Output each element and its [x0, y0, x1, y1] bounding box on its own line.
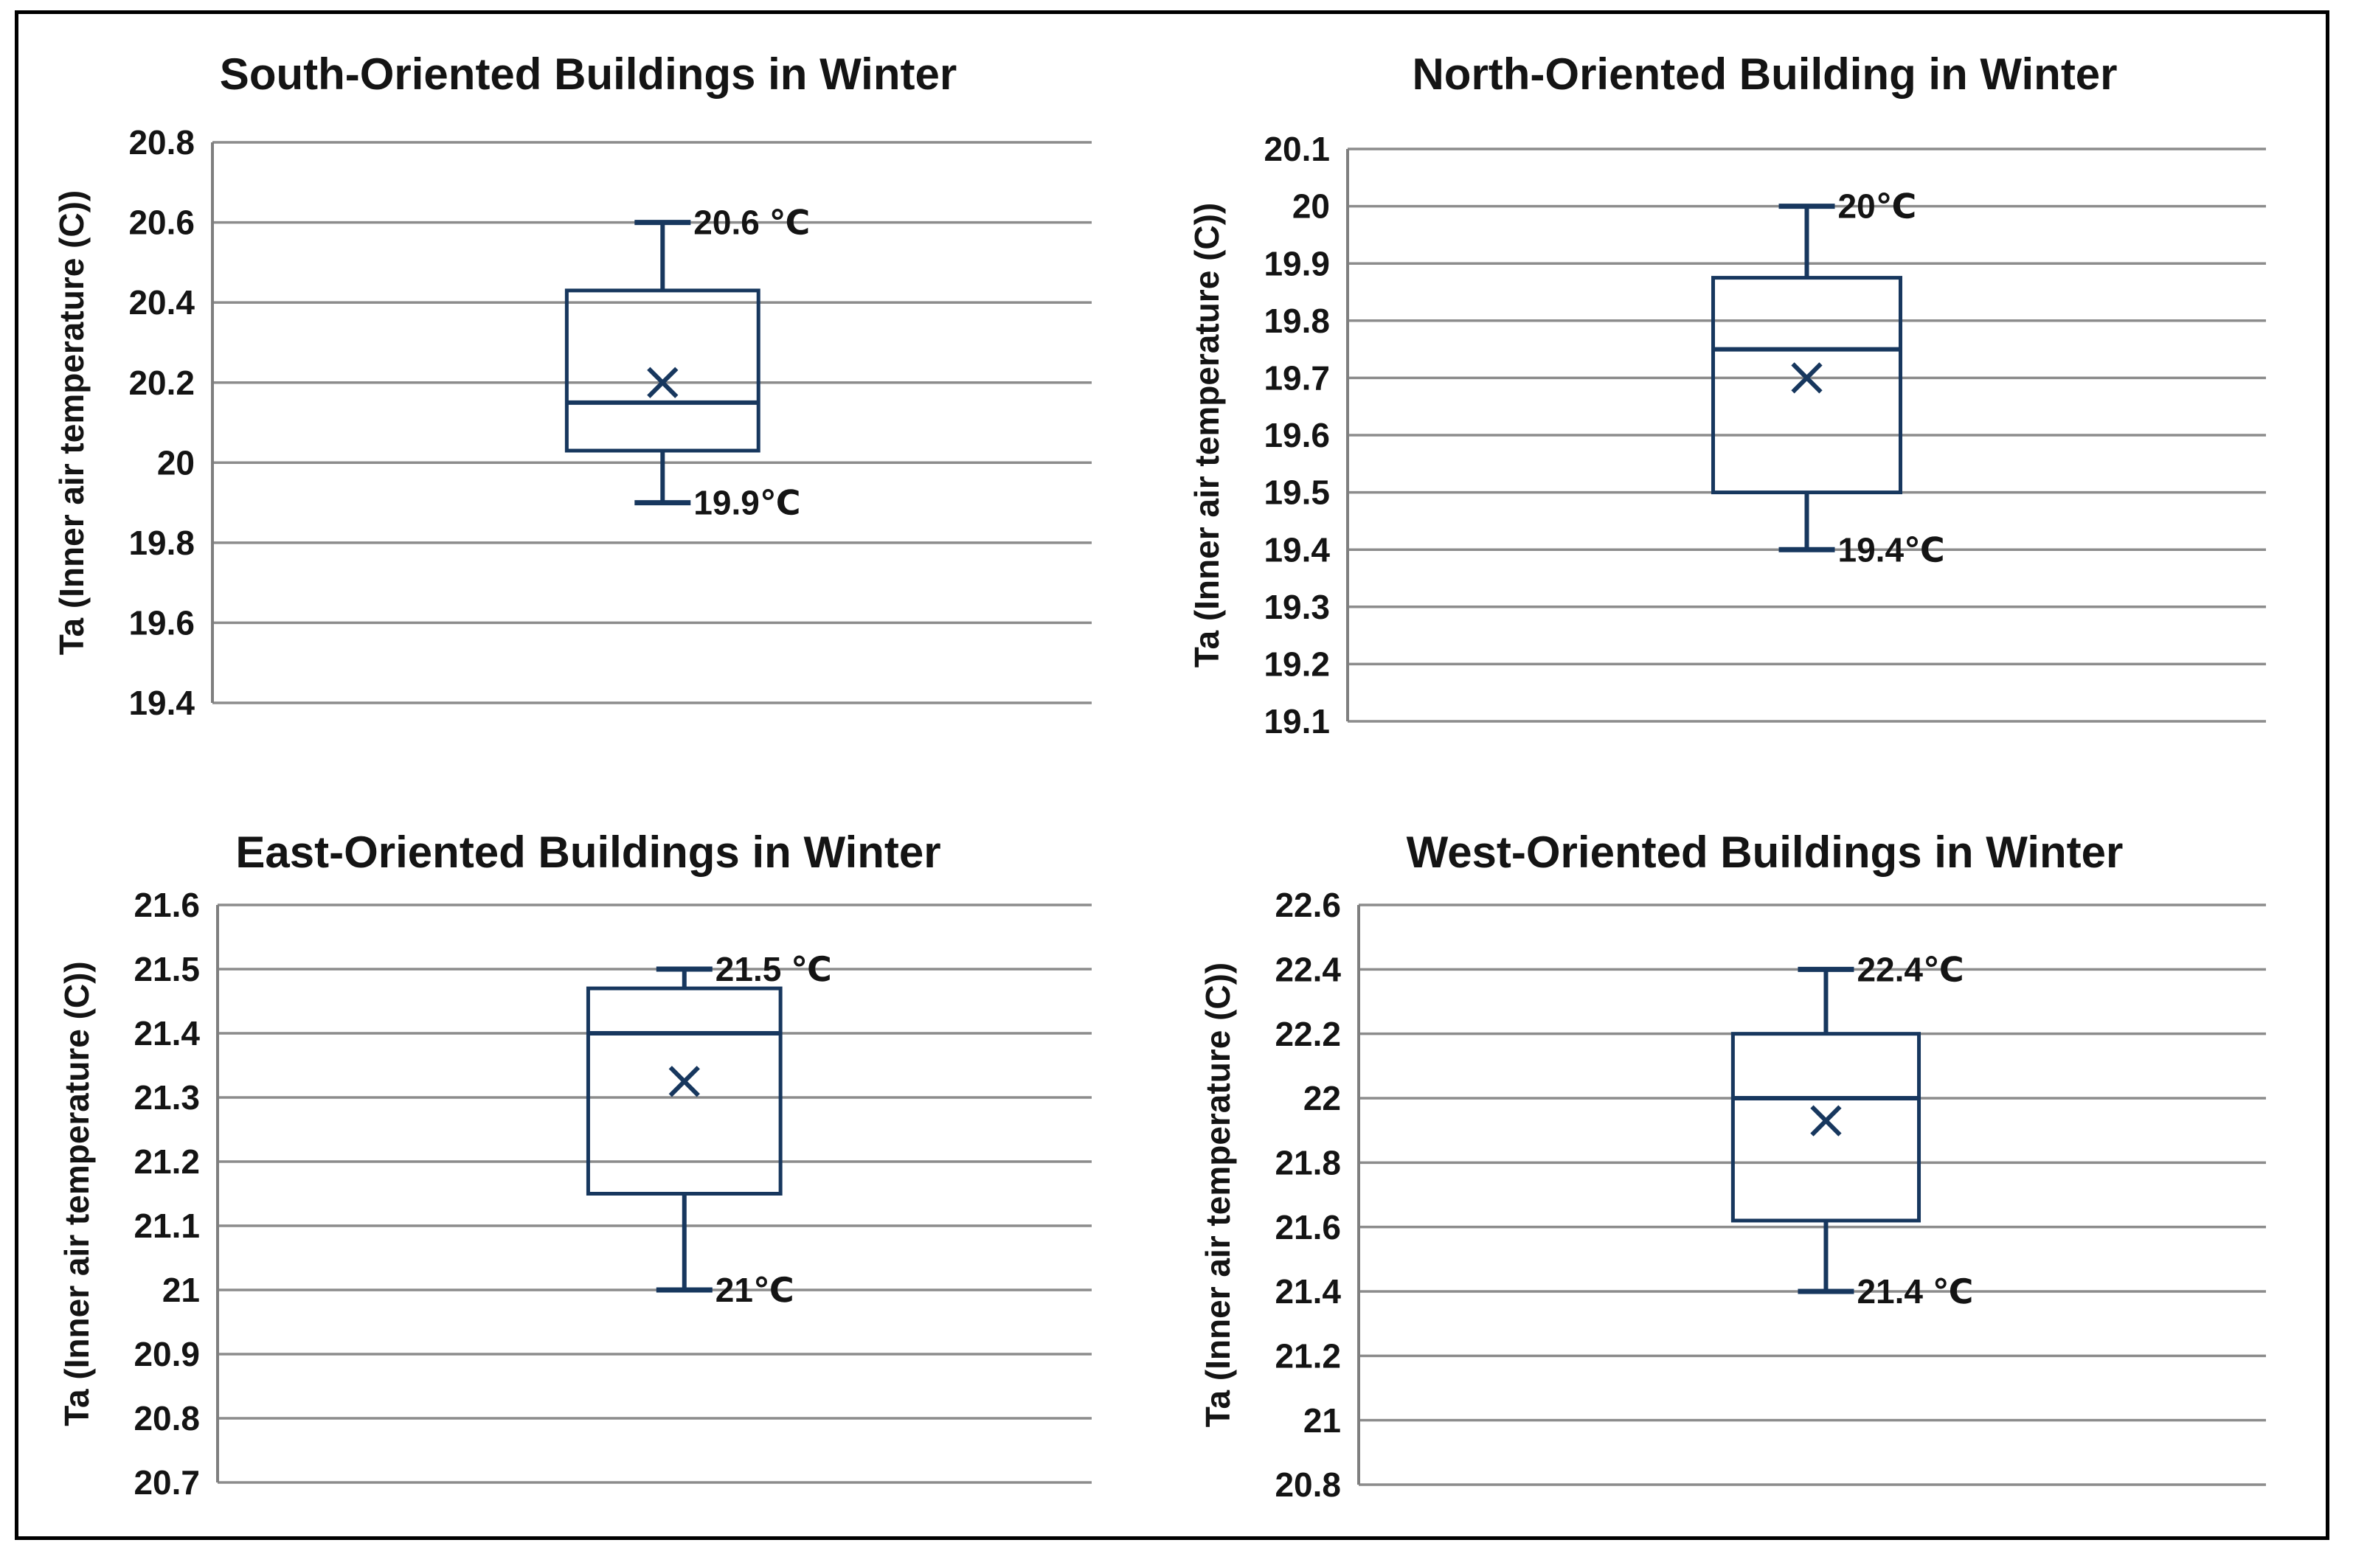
tick-label: 21.8: [1275, 1143, 1341, 1182]
chart-title: North-Oriented Building in Winter: [1412, 49, 2118, 99]
tick-label: 20.2: [128, 364, 195, 402]
tick-label: 21.1: [134, 1207, 200, 1245]
tick-label: 20.8: [128, 123, 195, 162]
tick-label: 20: [1292, 187, 1330, 226]
box-plot-west: 22.6 22.4 22.2 22 21.8 21.6 21.4 21.2 21 20.8 Ta (…: [1199, 886, 2266, 1504]
tick-label: 19.5: [1264, 473, 1330, 512]
iqr-box: [1711, 276, 1902, 495]
tick-label: 20.8: [134, 1399, 200, 1437]
chart-panel-north: North-Oriented Building in Winter 20.1 20…: [1176, 0, 2353, 784]
mean-marker: [1810, 1105, 1842, 1137]
y-axis-title: Ta (Inner air temperature (C)): [58, 961, 96, 1426]
tick-label: 21.5: [134, 950, 200, 988]
tick-label: 20.7: [134, 1463, 200, 1502]
tick-label: 21.4: [134, 1014, 200, 1052]
chart-panel-east: East-Oriented Buildings in Winter 21.6 21…: [0, 784, 1176, 1568]
tick-label: 19.2: [1264, 645, 1330, 684]
tick-label: 20.8: [1275, 1465, 1341, 1504]
tick-label: 21.2: [1275, 1336, 1341, 1375]
box-plot-south: 20.8 20.6 20.4 20.2 20 19.8 19.6 19.4 Ta (Inner …: [52, 123, 1092, 722]
tick-label: 19.8: [128, 524, 195, 562]
tick-label: 19.9: [1264, 244, 1330, 282]
tick-label: 20: [157, 443, 195, 482]
tick-label: 20.1: [1264, 130, 1330, 168]
tick-label: 19.7: [1264, 359, 1330, 398]
tick-label: 19.3: [1264, 588, 1330, 626]
tick-label: 19.6: [128, 604, 195, 642]
tick-label: 21.3: [134, 1078, 200, 1117]
tick-label: 21.2: [134, 1142, 200, 1181]
iqr-box: [1730, 1032, 1921, 1223]
tick-label: 22.2: [1275, 1015, 1341, 1053]
box-plot-east: 21.6 21.5 21.4 21.3 21.2 21.1 21 20.9 20.8 20.7 Ta…: [58, 886, 1092, 1502]
y-axis-title: Ta (Inner air temperature (C)): [52, 190, 91, 655]
tick-label: 19.1: [1264, 702, 1330, 740]
tick-label: 21.6: [1275, 1208, 1341, 1246]
chart-title: West-Oriented Buildings in Winter: [1406, 828, 2124, 877]
tick-label: 19.4: [1264, 530, 1330, 569]
max-value-label: 21.5 ℃: [715, 950, 832, 988]
iqr-box: [586, 986, 783, 1196]
max-value-label: 22.4℃: [1857, 950, 1964, 988]
min-value-label: 19.4℃: [1838, 530, 1945, 569]
max-value-label: 20℃: [1838, 187, 1917, 226]
box-plot-north: 20.1 20 19.9 19.8 19.7 19.6 19.5 19.4 19.3 19.2 19…: [1188, 130, 2266, 740]
mean-marker: [647, 367, 679, 398]
y-axis-title: Ta (Inner air temperature (C)): [1188, 203, 1226, 667]
chart-title: East-Oriented Buildings in Winter: [235, 828, 941, 877]
y-axis-title: Ta (Inner air temperature (C)): [1199, 962, 1237, 1427]
mean-marker: [1791, 362, 1823, 394]
iqr-box: [564, 288, 760, 453]
tick-label: 22.6: [1275, 886, 1341, 924]
chart-panel-west: West-Oriented Buildings in Winter 22.6 22…: [1176, 784, 2353, 1568]
tick-label: 20.4: [128, 283, 195, 322]
tick-label: 21.6: [134, 886, 200, 924]
chart-panel-south: South-Oriented Buildings in Winter 20.8 2…: [0, 0, 1176, 784]
tick-label: 21: [162, 1271, 200, 1309]
min-value-label: 19.9℃: [693, 484, 800, 522]
tick-label: 22.4: [1275, 950, 1341, 988]
chart-title: South-Oriented Buildings in Winter: [219, 49, 957, 99]
tick-label: 21.4: [1275, 1272, 1341, 1311]
tick-label: 20.9: [134, 1335, 200, 1373]
min-value-label: 21℃: [715, 1271, 794, 1309]
tick-label: 19.8: [1264, 302, 1330, 340]
outer-border: [15, 10, 2329, 1540]
tick-label: 21: [1303, 1401, 1341, 1440]
min-value-label: 21.4 ℃: [1857, 1272, 1973, 1311]
max-value-label: 20.6 ℃: [693, 204, 810, 242]
mean-marker: [668, 1066, 700, 1097]
tick-label: 20.6: [128, 204, 195, 242]
tick-label: 22: [1303, 1079, 1341, 1117]
tick-label: 19.4: [128, 684, 195, 722]
tick-label: 19.6: [1264, 416, 1330, 454]
